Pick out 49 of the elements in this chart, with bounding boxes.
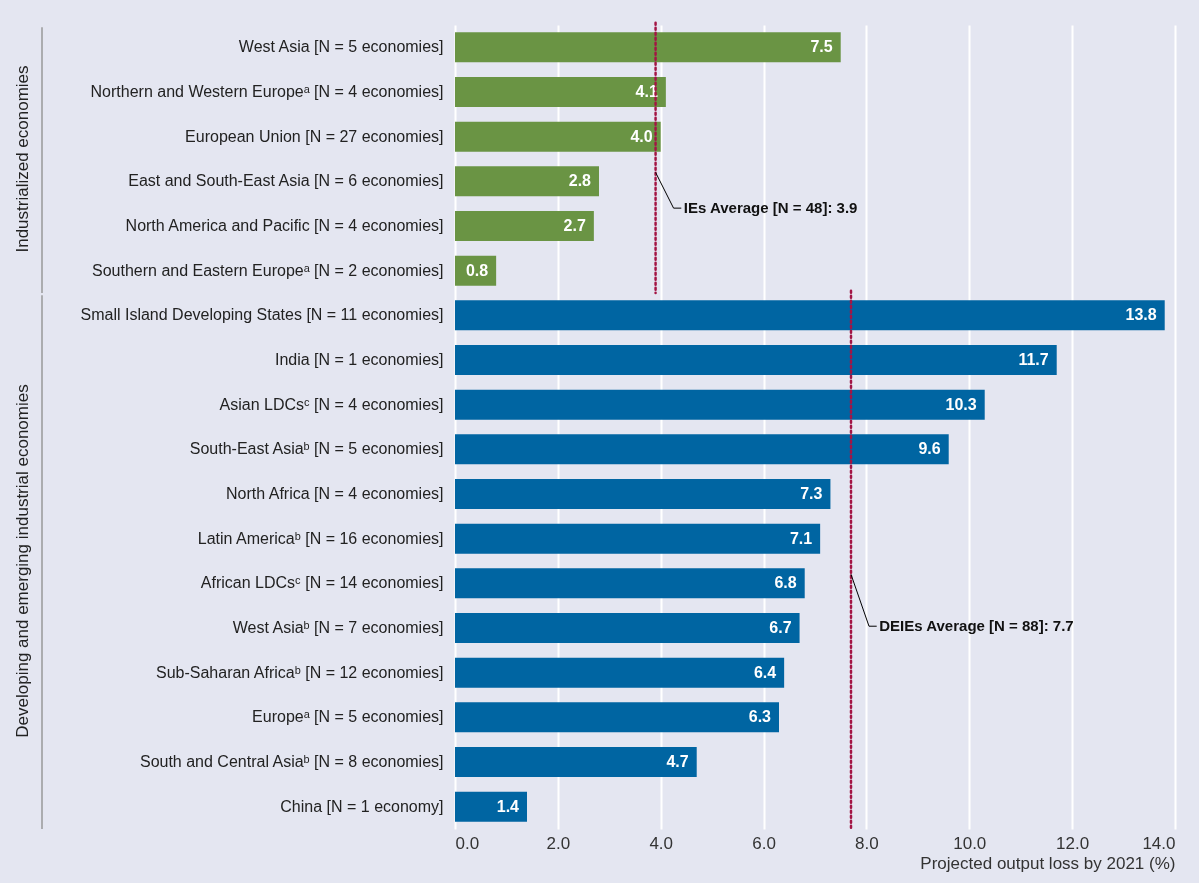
y-tick-label: African LDCsᶜ [N = 14 economies] [200,574,444,592]
data-label: 13.8 [1125,306,1157,324]
data-label: 4.7 [666,753,689,770]
text: Developing and emerging industrial economies [13,384,32,738]
ref-line-label: DEIEs Average [N = 88]: 7.7 [879,617,1074,635]
data-label: 9.6 [918,440,941,458]
data-label: 1.4 [496,797,520,815]
y-tick-label: South-East Asiaᵇ [N = 5 economies] [189,440,444,458]
data-label: 10.3 [945,395,977,413]
y-tick-label: Latin Americaᵇ [N = 16 economies] [197,529,444,547]
y-tick-label: South and Central Asiaᵇ [N = 8 economies] [139,753,444,770]
data-label: 7.5 [810,38,833,56]
y-tick-label: North Africa [N = 4 economies] [226,485,444,502]
y-tick-label: Sub-Saharan Africaᵇ [N = 12 economies] [155,663,444,681]
data-label: 7.1 [789,529,813,547]
data-label: 11.7 [1018,351,1049,368]
y-tick-label: West Asiaᵇ [N = 7 economies] [232,619,444,636]
y-tick-label: European Union [N = 27 economies] [185,127,444,145]
y-tick-label: India [N = 1 economies] [274,351,444,368]
data-label: 6.7 [769,619,792,636]
y-tick-label: Europeᵃ [N = 5 economies] [252,708,444,726]
x-tick-label: 4.0 [649,833,674,853]
data-label: 7.3 [800,485,823,502]
x-tick-label: 6.0 [752,833,776,853]
data-label: 4.1 [635,83,658,100]
data-label: 2.7 [563,217,586,234]
x-tick-label: 12.0 [1056,833,1090,853]
data-label: 6.4 [753,663,777,681]
x-tick-label: 2.0 [546,833,571,853]
y-tick-label: North America and Pacific [N = 4 economies] [125,217,444,234]
x-tick-label: 14.0 [1142,833,1176,853]
y-tick-label: China [N = 1 economy] [280,797,444,815]
y-tick-label: Small Island Developing States [N = 11 economies] [80,306,444,324]
y-tick-label: East and South-East Asia [N = 6 economies] [128,172,444,190]
data-label: 6.3 [748,708,772,726]
data-label: 0.8 [465,261,489,279]
x-axis-title: Projected output loss by 2021 (%) [920,853,1176,873]
y-tick-label: West Asia [N = 5 economies] [238,38,444,56]
y-tick-label: Asian LDCsᶜ [N = 4 economies] [219,395,444,413]
y-tick-label: Northern and Western Europeᵃ [N = 4 economies] [90,83,444,100]
ref-line-label: IEs Average [N = 48]: 3.9 [683,199,858,217]
x-tick-label: 8.0 [855,833,879,853]
y-tick-label: Southern and Eastern Europeᵃ [N = 2 economies] [92,261,444,279]
x-tick-label: 0.0 [455,833,480,853]
data-label: 4.0 [630,127,653,145]
text: Industrialized economies [13,65,32,253]
x-tick-label: 10.0 [953,833,987,853]
data-label: 2.8 [568,172,592,190]
data-label: 6.8 [774,574,797,592]
